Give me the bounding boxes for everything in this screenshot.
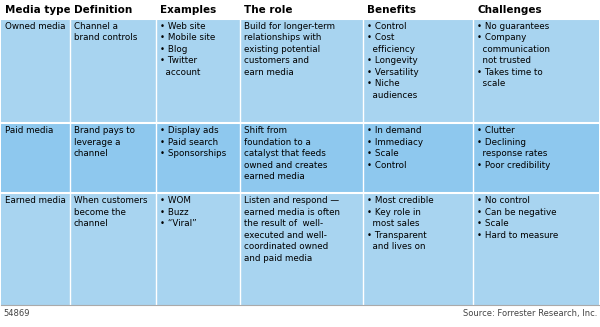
Text: • Control
• Cost
  efficiency
• Longevity
• Versatility
• Niche
  audiences: • Control • Cost efficiency • Longevity … xyxy=(367,22,418,100)
Text: • WOM
• Buzz
• “Viral”: • WOM • Buzz • “Viral” xyxy=(160,197,197,228)
Text: 54869: 54869 xyxy=(3,309,29,318)
Text: When customers
become the
channel: When customers become the channel xyxy=(74,197,147,228)
Bar xyxy=(70,123,157,194)
Bar xyxy=(157,123,240,194)
Text: Source: Forrester Research, Inc.: Source: Forrester Research, Inc. xyxy=(463,309,597,318)
Bar xyxy=(157,19,240,123)
Text: Earned media: Earned media xyxy=(5,197,66,205)
Text: Shift from
foundation to a
catalyst that feeds
owned and creates
earned media: Shift from foundation to a catalyst that… xyxy=(244,127,328,181)
Text: Listen and respond —
earned media is often
the result of  well-
executed and wel: Listen and respond — earned media is oft… xyxy=(244,197,340,263)
Bar xyxy=(363,123,473,194)
Text: Owned media: Owned media xyxy=(5,22,65,31)
Text: Media type: Media type xyxy=(5,5,71,15)
Bar xyxy=(473,1,599,19)
Text: Build for longer-term
relationships with
existing potential
customers and
earn m: Build for longer-term relationships with… xyxy=(244,22,335,77)
Bar xyxy=(70,1,157,19)
Bar xyxy=(363,194,473,305)
Text: The role: The role xyxy=(244,5,293,15)
Bar xyxy=(473,123,599,194)
Text: Benefits: Benefits xyxy=(367,5,416,15)
Bar xyxy=(1,1,70,19)
Bar xyxy=(363,1,473,19)
Bar xyxy=(240,1,363,19)
Text: • No control
• Can be negative
• Scale
• Hard to measure: • No control • Can be negative • Scale •… xyxy=(478,197,559,240)
Text: • Clutter
• Declining
  response rates
• Poor credibility: • Clutter • Declining response rates • P… xyxy=(478,127,551,170)
Bar xyxy=(240,194,363,305)
Text: Brand pays to
leverage a
channel: Brand pays to leverage a channel xyxy=(74,127,135,158)
Text: Challenges: Challenges xyxy=(478,5,542,15)
Text: Definition: Definition xyxy=(74,5,132,15)
Bar xyxy=(473,19,599,123)
Bar xyxy=(240,123,363,194)
Text: • In demand
• Immediacy
• Scale
• Control: • In demand • Immediacy • Scale • Contro… xyxy=(367,127,423,170)
Bar xyxy=(157,1,240,19)
Text: • Web site
• Mobile site
• Blog
• Twitter
  account: • Web site • Mobile site • Blog • Twitte… xyxy=(160,22,216,77)
Bar xyxy=(363,19,473,123)
Text: Channel a
brand controls: Channel a brand controls xyxy=(74,22,137,43)
Bar xyxy=(1,19,70,123)
Bar xyxy=(1,123,70,194)
Text: • No guarantees
• Company
  communication
  not trusted
• Takes time to
  scale: • No guarantees • Company communication … xyxy=(478,22,550,88)
Bar xyxy=(240,19,363,123)
Bar xyxy=(157,194,240,305)
Text: • Display ads
• Paid search
• Sponsorships: • Display ads • Paid search • Sponsorshi… xyxy=(160,127,227,158)
Bar xyxy=(1,194,70,305)
Bar xyxy=(70,19,157,123)
Text: Examples: Examples xyxy=(160,5,217,15)
Bar xyxy=(473,194,599,305)
Bar xyxy=(70,194,157,305)
Text: • Most credible
• Key role in
  most sales
• Transparent
  and lives on: • Most credible • Key role in most sales… xyxy=(367,197,433,251)
Text: Paid media: Paid media xyxy=(5,127,53,135)
